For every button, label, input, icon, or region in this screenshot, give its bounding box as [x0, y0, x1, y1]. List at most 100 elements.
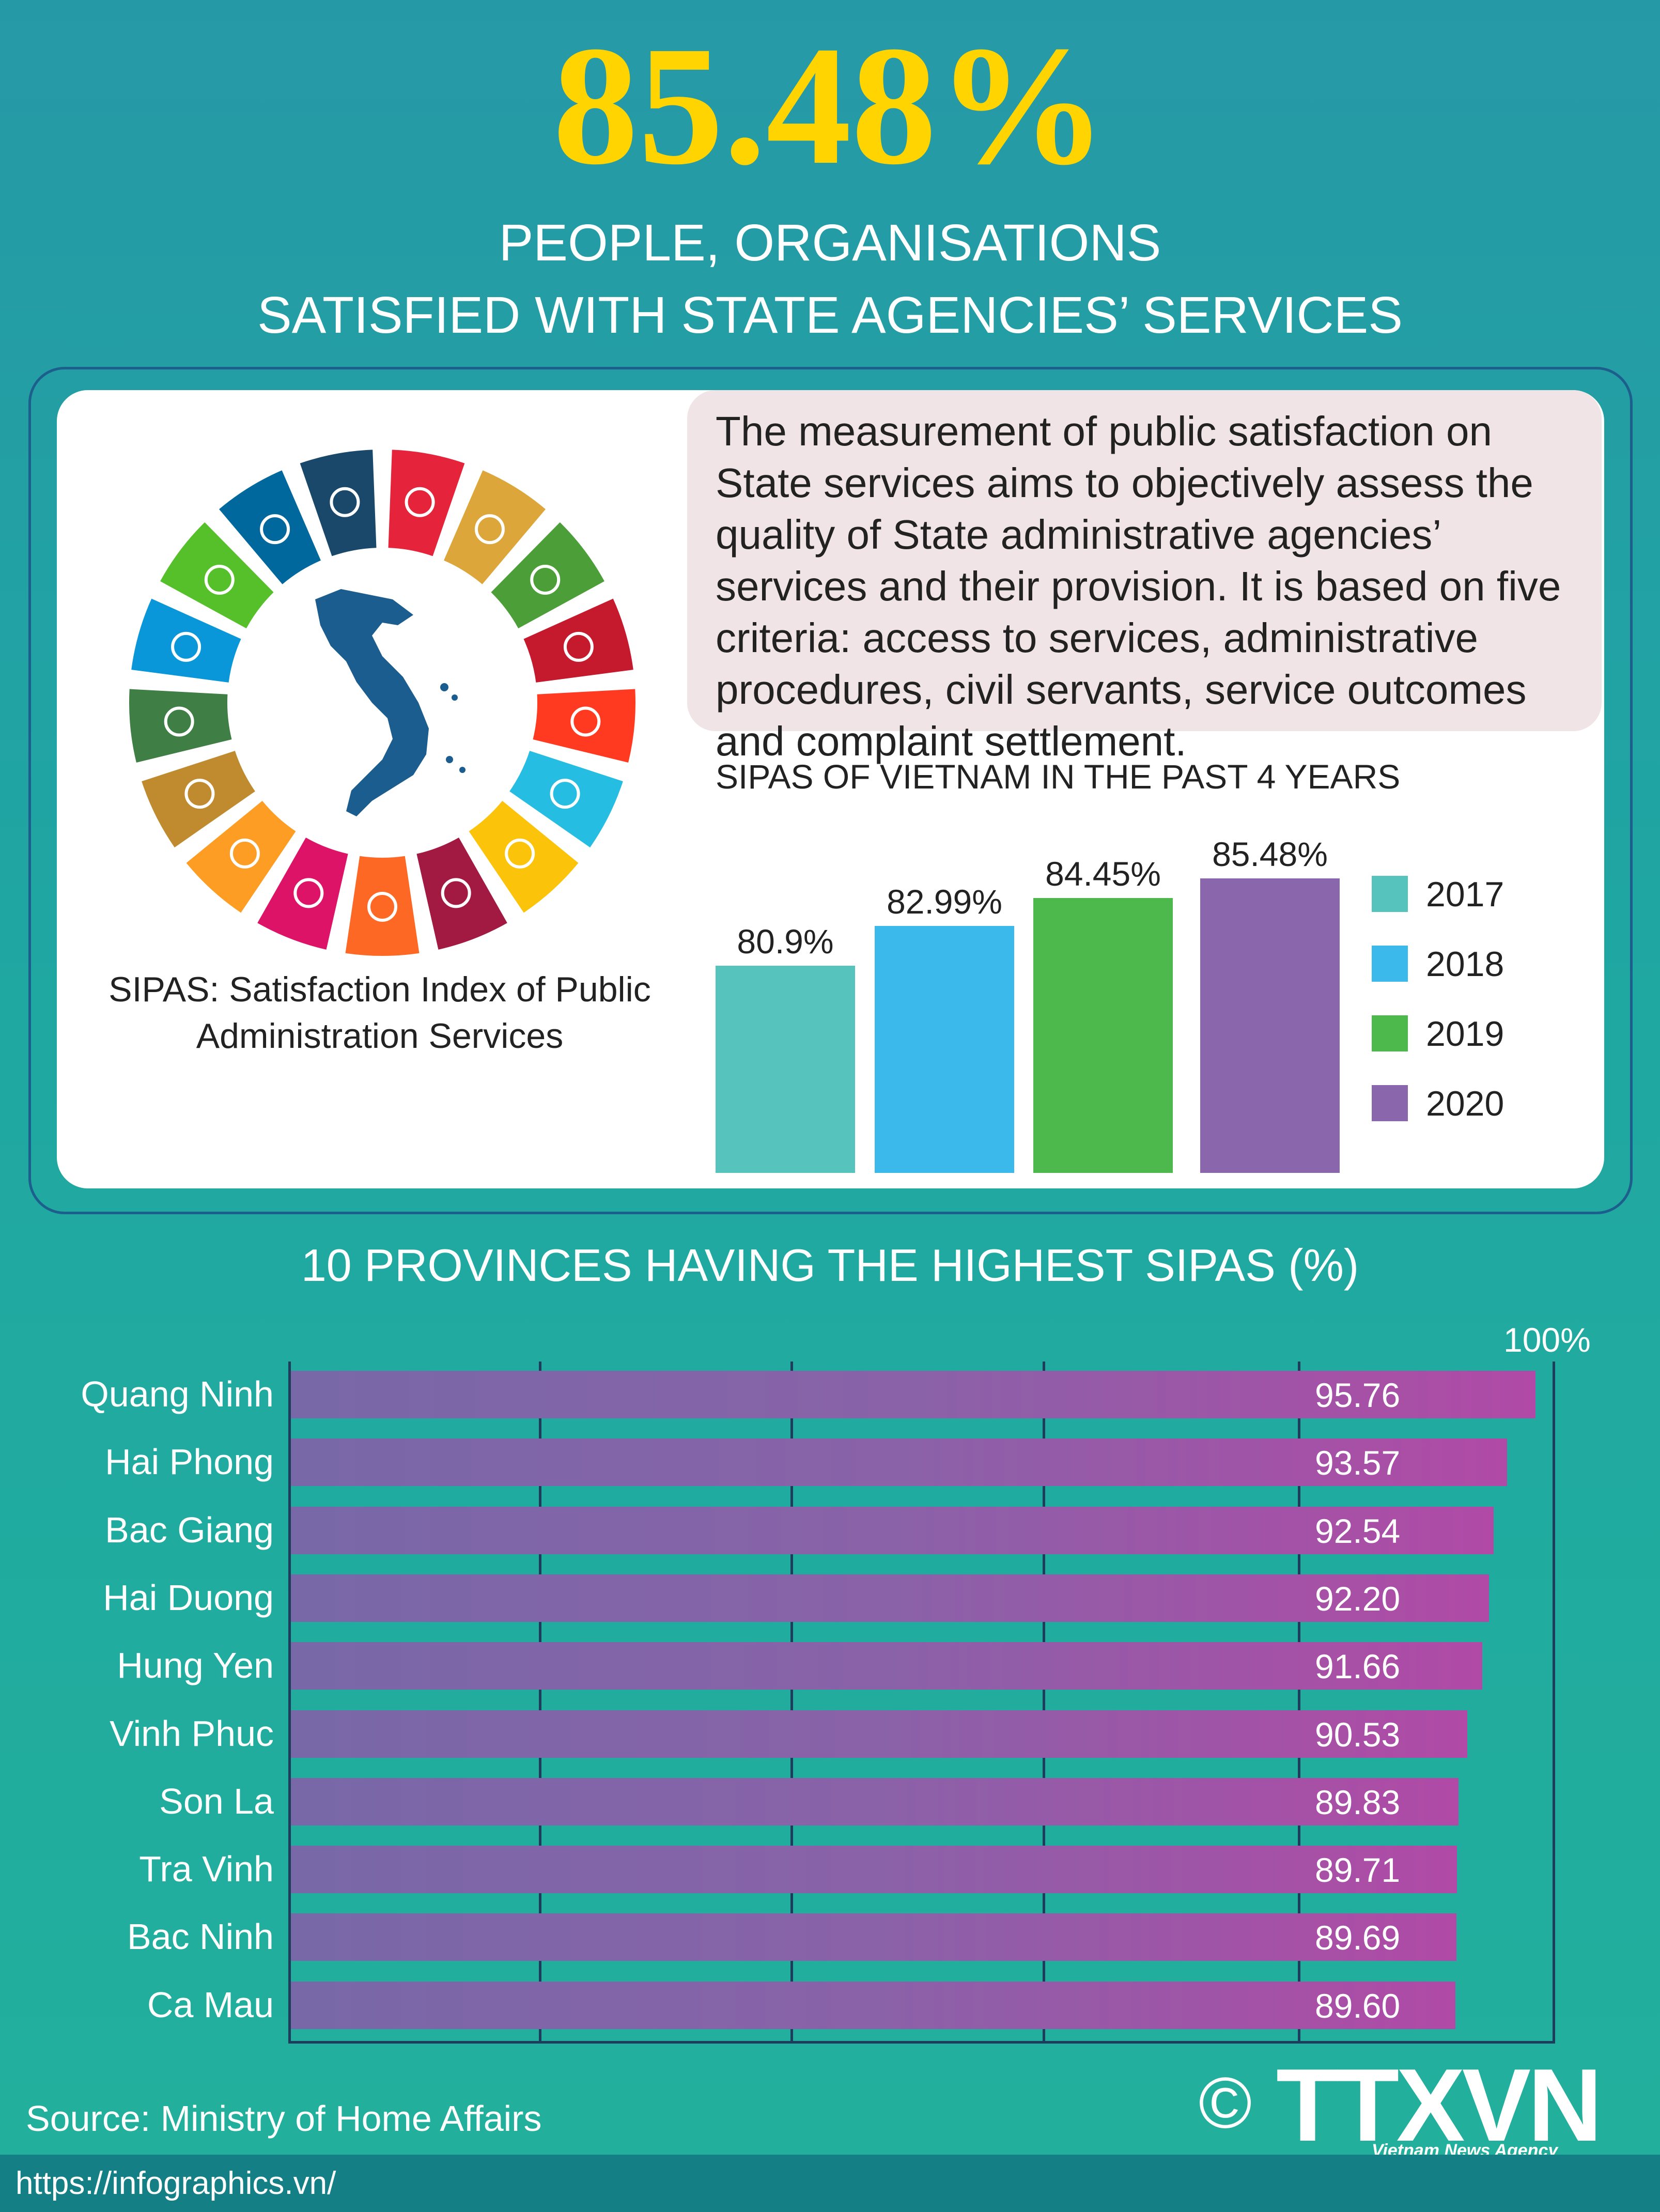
grid-line — [790, 1362, 793, 2041]
sdg-segment — [186, 800, 296, 913]
sdg-segment — [469, 800, 579, 913]
province-bar — [291, 1981, 1455, 2029]
province-value-label: 89.69 — [1315, 1919, 1401, 1957]
sdg-segment — [131, 598, 241, 683]
infinity-icon — [184, 779, 215, 809]
sdg-segment — [416, 837, 507, 950]
province-value-label: 92.20 — [1315, 1579, 1401, 1618]
headline-percentage: 85.48% — [553, 11, 1107, 200]
yearly-bar-value-label: 84.45% — [1045, 855, 1161, 893]
sdg-segment — [491, 522, 604, 629]
legend-label: 2018 — [1426, 945, 1504, 984]
province-label: Hung Yen — [117, 1645, 274, 1686]
industry-icon — [367, 892, 397, 922]
water-drop-icon — [505, 838, 535, 869]
island-dot — [452, 694, 458, 701]
island-dot — [446, 756, 453, 763]
province-bar — [291, 1710, 1468, 1758]
yearly-bar — [1200, 878, 1340, 1173]
island-dot — [440, 683, 448, 691]
eye-globe-icon — [164, 706, 194, 737]
sdg-segment — [345, 856, 420, 956]
subtitle-line-2: SATISFIED WITH STATE AGENCIES’ SERVICES — [257, 286, 1403, 344]
legend-swatch — [1372, 876, 1408, 912]
flower-icon — [330, 487, 360, 517]
province-bar — [291, 1438, 1507, 1487]
grid-line — [1553, 1362, 1555, 2041]
footer-url-link[interactable]: https://infographics.vn/ — [15, 2165, 336, 2201]
yearly-chart-title: SIPAS OF VIETNAM IN THE PAST 4 YEARS — [716, 757, 1401, 796]
sdg-segment — [388, 450, 465, 556]
grid-line — [1298, 1362, 1300, 2041]
vietnam-map-icon — [315, 589, 429, 816]
people-circle-icon — [405, 487, 435, 517]
sdg-segment — [219, 470, 321, 584]
provinces-chart-title: 10 PROVINCES HAVING THE HIGHEST SIPAS (%… — [301, 1240, 1359, 1291]
grid-line — [539, 1362, 541, 2041]
province-value-label: 89.71 — [1315, 1851, 1401, 1890]
sdg-segment — [142, 751, 255, 848]
island-dot — [459, 767, 466, 773]
sdg-wheel — [129, 450, 635, 956]
grid-line — [288, 1362, 291, 2041]
buildings-icon — [229, 838, 260, 869]
dove-icon — [260, 514, 290, 545]
province-label: Ca Mau — [147, 1984, 274, 2025]
province-bar — [291, 1913, 1457, 1961]
province-bar — [291, 1506, 1494, 1554]
heartbeat-icon — [563, 631, 594, 662]
sdg-segment — [300, 450, 377, 556]
gender-icon — [550, 779, 580, 809]
grid-line — [1043, 1362, 1045, 2041]
province-bar — [291, 1642, 1482, 1690]
sdg-segment — [129, 689, 232, 763]
book-icon — [570, 706, 601, 737]
legend-swatch — [1372, 1085, 1408, 1121]
yearly-bar — [1033, 898, 1173, 1173]
sipas-caption-line-1: SIPAS: Satisfaction Index of Public — [108, 970, 651, 1009]
sdg-segment — [444, 470, 546, 584]
source-text: Source: Ministry of Home Affairs — [26, 2098, 542, 2139]
sdg-segment — [257, 837, 348, 950]
equality-icon — [293, 878, 324, 908]
province-value-label: 90.53 — [1315, 1715, 1401, 1754]
province-label: Hai Phong — [105, 1442, 274, 1482]
legend-label: 2017 — [1426, 875, 1504, 914]
province-value-label: 95.76 — [1315, 1376, 1401, 1414]
ttxvn-logo: TTXVN — [1276, 2048, 1603, 2163]
legend-swatch — [1372, 1015, 1408, 1051]
province-label: Bac Giang — [105, 1509, 274, 1550]
province-value-label: 89.83 — [1315, 1783, 1401, 1821]
axis-max-label: 100% — [1503, 1321, 1591, 1359]
x-axis-line — [288, 2041, 1555, 2044]
province-label: Bac Ninh — [127, 1916, 274, 1957]
province-label: Hai Duong — [103, 1577, 274, 1618]
description-text: The measurement of public satisfaction o… — [716, 408, 1561, 764]
yearly-bar-value-label: 85.48% — [1212, 835, 1328, 874]
legend-swatch — [1372, 946, 1408, 982]
province-value-label: 93.57 — [1315, 1444, 1401, 1482]
tree-icon — [204, 564, 235, 595]
legend-label: 2020 — [1426, 1084, 1504, 1123]
yearly-bar-value-label: 80.9% — [737, 922, 834, 961]
family-icon — [474, 514, 505, 545]
sdg-segment — [160, 522, 274, 629]
sipas-caption-line-2: Administration Services — [196, 1016, 564, 1056]
province-label: Vinh Phuc — [110, 1713, 274, 1754]
sdg-segment — [523, 598, 633, 683]
province-value-label: 92.54 — [1315, 1511, 1401, 1550]
province-bar — [291, 1574, 1490, 1622]
description-box: The measurement of public satisfaction o… — [687, 390, 1602, 764]
sun-icon — [441, 878, 471, 908]
yearly-bar-value-label: 82.99% — [887, 882, 1002, 921]
panel-frame — [28, 367, 1633, 1214]
province-bar — [291, 1777, 1459, 1826]
province-value-label: 89.60 — [1315, 1986, 1401, 2025]
subtitle-line-1: PEOPLE, ORGANISATIONS — [499, 214, 1161, 272]
province-bar — [291, 1846, 1457, 1894]
province-label: Son La — [159, 1781, 274, 1821]
sdg-segment — [509, 751, 623, 848]
province-label: Quang Ninh — [81, 1374, 274, 1414]
province-label: Tra Vinh — [139, 1849, 274, 1890]
fish-icon — [171, 631, 201, 662]
